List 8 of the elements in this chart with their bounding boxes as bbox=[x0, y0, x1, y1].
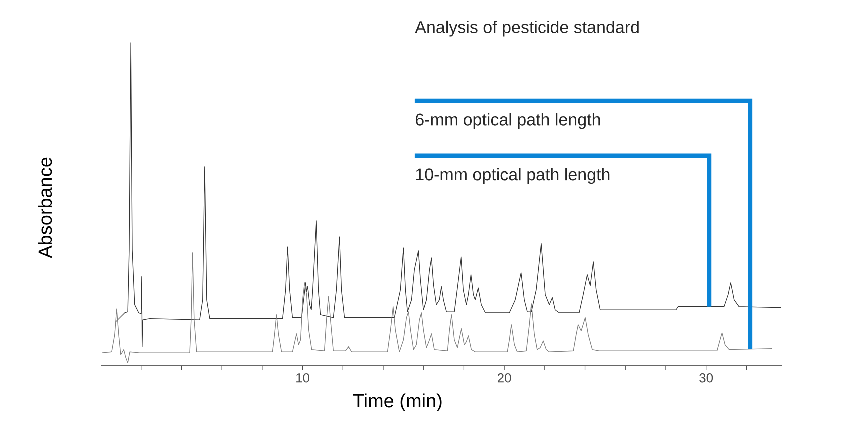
x-tick-label: 20 bbox=[498, 374, 512, 383]
x-axis-title: Time (min) bbox=[353, 394, 442, 412]
chart-title: Analysis of pesticide standard bbox=[415, 20, 639, 37]
y-axis-title: Absorbance bbox=[38, 158, 52, 258]
x-tick-label: 10 bbox=[296, 374, 310, 383]
annotation: 6-mm optical path length bbox=[416, 113, 600, 130]
annotation: 10-mm optical path length bbox=[416, 168, 610, 184]
x-tick-label: 30 bbox=[700, 374, 714, 383]
